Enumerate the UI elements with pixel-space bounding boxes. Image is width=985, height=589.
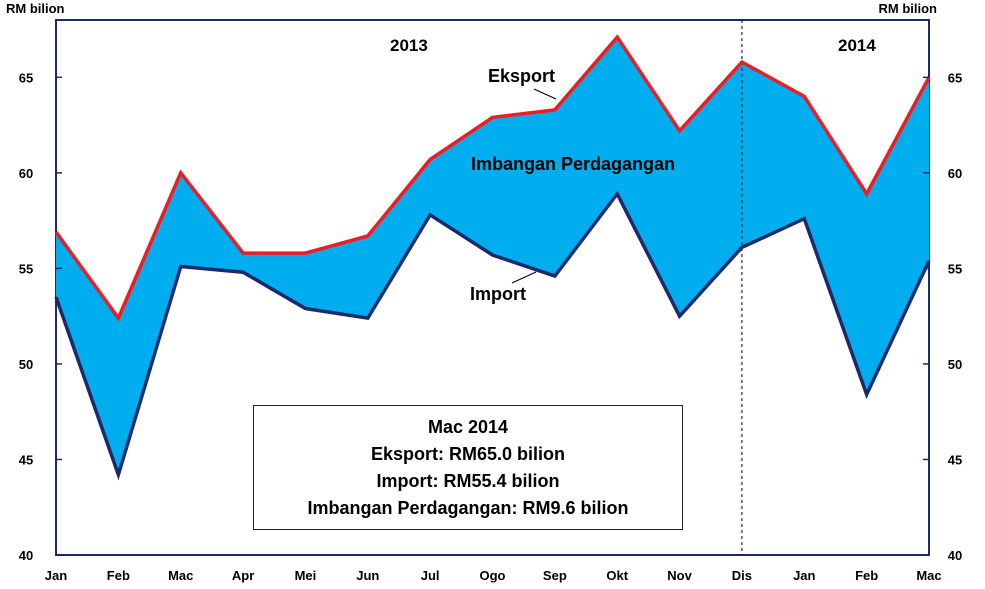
y-tick-label-left: 45 [19, 452, 33, 467]
x-tick-label: Mac [916, 568, 941, 583]
year-label-2014: 2014 [838, 36, 876, 55]
y-axis-unit-left: RM bilion [6, 1, 65, 16]
summary-title: Mac 2014 [427, 417, 509, 437]
import-line [54, 190, 931, 481]
y-tick-label-right: 50 [948, 357, 962, 372]
x-tick-label: Nov [667, 568, 692, 583]
x-tick-label: Feb [107, 568, 130, 583]
x-tick-label: Dis [732, 568, 752, 583]
trade-balance-annotation: Imbangan Perdagangan [471, 154, 676, 174]
summary-import: Import: RM55.4 bilion [376, 471, 560, 491]
y-tick-label-right: 40 [948, 548, 962, 563]
summary-box: Mac 2014 Eksport: RM65.0 bilion Import: … [253, 405, 683, 530]
x-tick-label: Feb [855, 568, 878, 583]
x-tick-label: Mac [168, 568, 193, 583]
x-tick-label: Ogo [480, 568, 506, 583]
eksport-annotation: Eksport [488, 66, 556, 86]
x-tick-label: Jan [793, 568, 815, 583]
summary-balance: Imbangan Perdagangan: RM9.6 bilion [307, 498, 629, 518]
y-tick-label-left: 55 [19, 261, 33, 276]
x-tick-label: Apr [232, 568, 254, 583]
y-tick-label-right: 55 [948, 261, 962, 276]
x-tick-label: Jul [421, 568, 440, 583]
y-tick-label-left: 40 [19, 548, 33, 563]
trade-balance-area [56, 37, 929, 475]
eksport-line [54, 34, 931, 322]
x-tick-label: Jan [45, 568, 67, 583]
x-tick-label: Okt [606, 568, 628, 583]
x-tick-label: Mei [295, 568, 317, 583]
eksport-arrow [533, 88, 557, 100]
import-annotation: Import [470, 284, 526, 304]
y-tick-label-right: 45 [948, 452, 962, 467]
y-tick-label-left: 50 [19, 357, 33, 372]
y-axis-unit-right: RM bilion [878, 1, 938, 16]
summary-export: Eksport: RM65.0 bilion [370, 444, 566, 464]
x-tick-label: Jun [356, 568, 379, 583]
import-arrow [511, 271, 537, 284]
y-tick-label-right: 65 [948, 70, 962, 85]
y-tick-label-right: 60 [948, 166, 962, 181]
year-label-2013: 2013 [390, 36, 428, 55]
y-tick-label-left: 65 [19, 70, 33, 85]
x-tick-label: Sep [543, 568, 567, 583]
y-tick-label-left: 60 [19, 166, 33, 181]
